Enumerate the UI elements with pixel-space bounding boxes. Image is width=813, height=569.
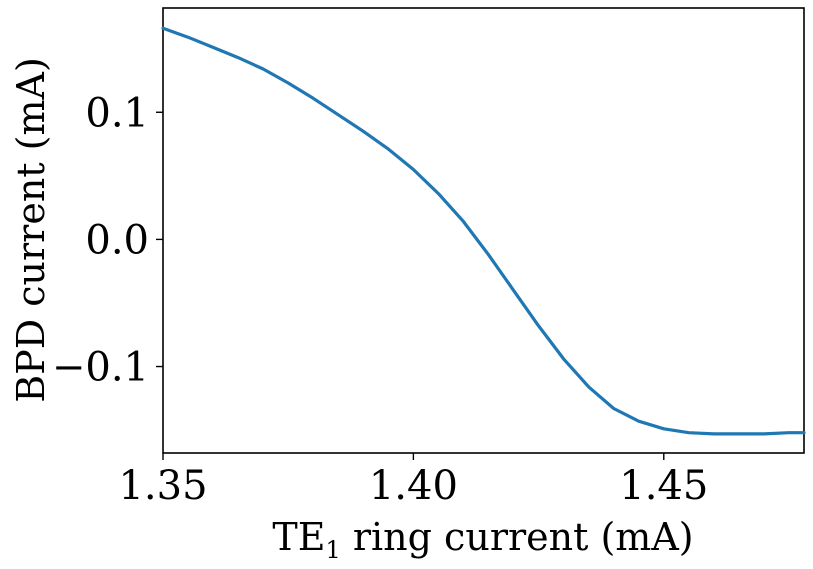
plot-frame (162, 7, 805, 454)
y-axis-label: BPD current (mA) (9, 57, 53, 403)
x-axis-label-rest: ring current (mA) (341, 515, 694, 559)
y-tick-label: −0.1 (52, 345, 149, 391)
x-tick-label: 1.35 (118, 463, 207, 509)
x-axis-label: TE1 ring current (mA) (272, 515, 693, 564)
plot-area (161, 7, 806, 454)
y-tick-label: 0.0 (85, 217, 149, 263)
x-axis: 1.35 1.40 1.45 (118, 453, 708, 509)
x-axis-label-subscript: 1 (326, 536, 341, 564)
x-axis-label-main: TE (272, 515, 325, 559)
series-line (161, 26, 806, 436)
x-tick-label: 1.40 (369, 463, 458, 509)
x-tick-label: 1.45 (619, 463, 708, 509)
y-axis: 0.1 0.0 −0.1 (52, 90, 163, 391)
y-tick-label: 0.1 (85, 90, 149, 136)
